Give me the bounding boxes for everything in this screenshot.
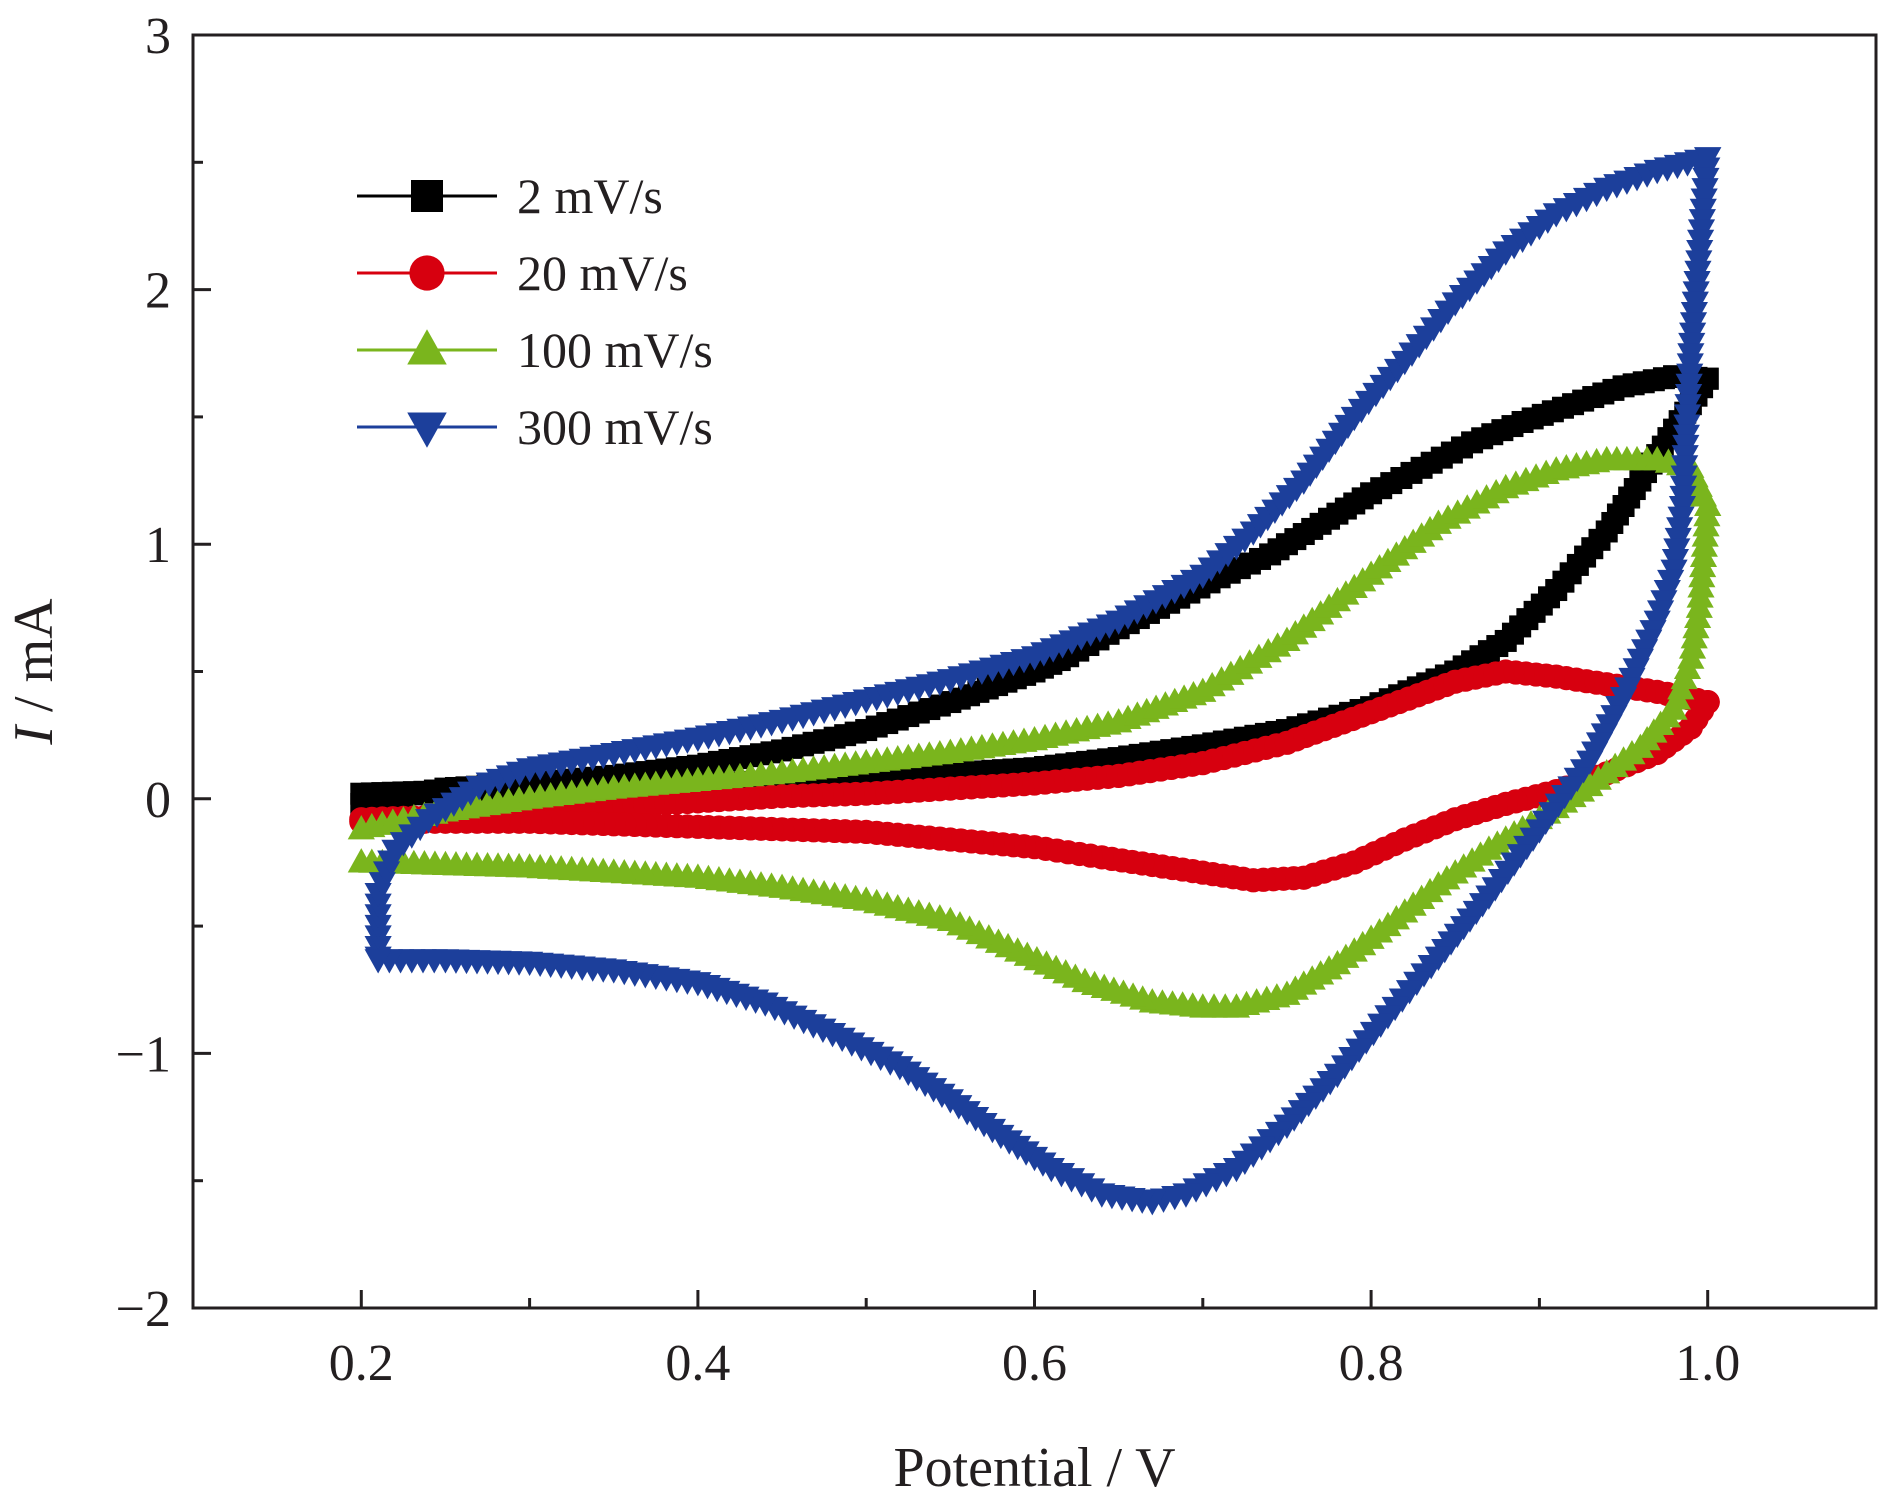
x-axis-label: Potential / V [893,1437,1175,1499]
series-100-mv-s [347,445,1722,1018]
y-tick-label: 1 [145,517,171,574]
y-axis-label: I / mA [3,598,65,746]
legend-marker [407,329,447,365]
x-tick-label: 0.8 [1339,1335,1404,1392]
x-tick-label: 1.0 [1675,1335,1740,1392]
y-tick-label: 3 [145,8,171,65]
y-tick-label: 2 [145,263,171,320]
legend: 2 mV/s 20 mV/s 100 mV/s 300 mV/s [357,168,713,455]
legend-marker [409,255,445,291]
legend-item: 2 mV/s [357,168,663,224]
legend-label: 300 mV/s [517,399,713,455]
data-point [364,949,392,974]
y-tick-label: 0 [145,772,171,829]
data-point [1685,593,1713,618]
y-axis-label-symbol: I [3,724,65,746]
x-tick-label: 0.6 [1002,1335,1067,1392]
legend-item: 20 mV/s [357,245,688,301]
legend-label: 100 mV/s [517,322,713,378]
data-point [1684,603,1712,629]
ticks-layer: 0.2 0.4 0.6 0.8 1.0 −2 −1 0 1 2 3 [116,8,1741,1392]
y-tick-label: −1 [116,1026,171,1083]
series-layer [347,147,1722,1216]
data-point [347,848,375,873]
series-300-mv-s [364,147,1722,1216]
data-point [1680,624,1708,649]
y-axis-label-unit: / mA [3,598,65,726]
legend-label: 2 mV/s [517,168,663,224]
x-tick-label: 0.4 [665,1335,730,1392]
y-tick-label: −2 [116,1281,171,1338]
legend-marker [407,412,447,448]
legend-label: 20 mV/s [517,245,688,301]
legend-marker [411,180,443,212]
data-point [1678,634,1707,659]
legend-item: 300 mV/s [357,399,713,455]
x-tick-label: 0.2 [329,1335,394,1392]
data-point [1682,613,1710,639]
legend-item: 100 mV/s [357,322,713,378]
